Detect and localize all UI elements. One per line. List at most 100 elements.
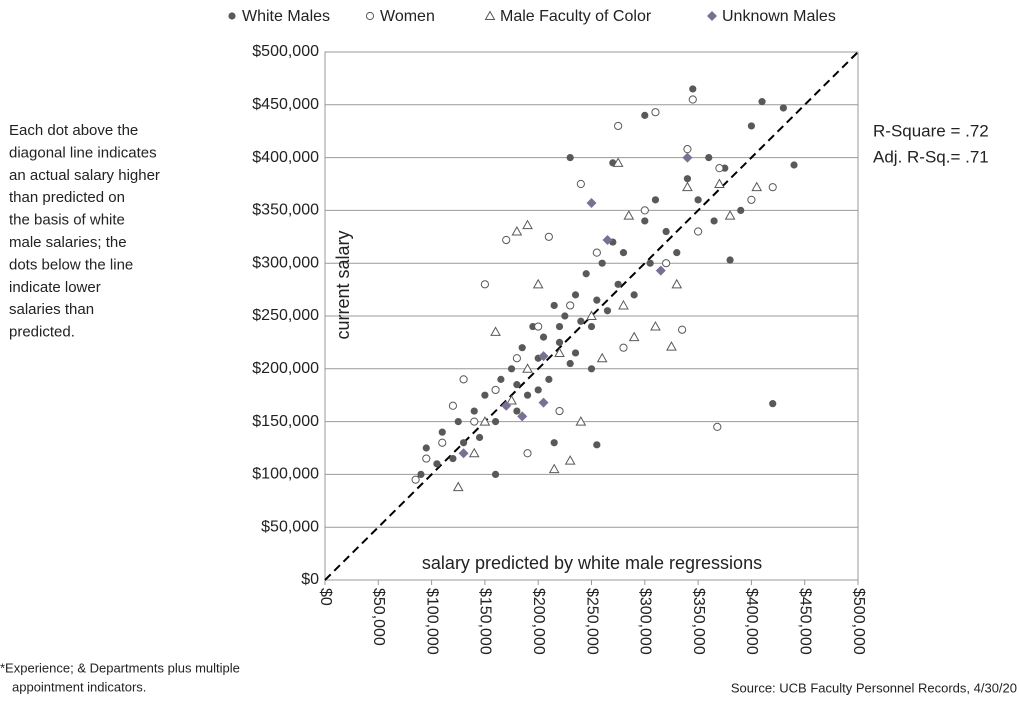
- point: [713, 422, 722, 431]
- y-tick-label: $50,000: [261, 518, 319, 535]
- plot-border: [324, 51, 859, 581]
- point: [678, 325, 687, 334]
- point: [751, 181, 763, 192]
- point: [555, 338, 564, 346]
- point: [662, 227, 670, 236]
- point: [411, 475, 420, 484]
- x-tick-label: $200,000: [530, 588, 547, 655]
- x-tick-label: $0: [317, 588, 334, 606]
- point: [666, 341, 677, 351]
- x-tick-label: $50,000: [370, 588, 387, 646]
- y-axis-label: current salary: [333, 230, 353, 339]
- point: [517, 411, 528, 422]
- footnote: appointment indicators.: [12, 679, 146, 694]
- source: Source: UCB Faculty Personnel Records, 4…: [731, 680, 1017, 695]
- point: [491, 418, 500, 426]
- x-label-bg: [380, 552, 805, 574]
- point: [724, 210, 736, 220]
- point: [603, 307, 612, 315]
- point: [737, 206, 745, 214]
- point: [448, 401, 458, 410]
- legend-label: Women: [380, 8, 435, 25]
- point: [619, 249, 628, 257]
- legend-marker: [228, 12, 236, 20]
- point: [598, 259, 606, 267]
- point: [555, 406, 564, 416]
- point: [768, 183, 777, 192]
- point: [640, 206, 649, 215]
- x-tick-label: $100,000: [423, 588, 440, 655]
- point: [623, 210, 635, 220]
- point: [650, 321, 661, 331]
- point: [534, 322, 543, 331]
- point: [534, 386, 542, 394]
- legend-marker: [484, 10, 496, 20]
- point: [523, 391, 532, 399]
- legend-marker: [707, 11, 717, 21]
- point: [593, 296, 601, 304]
- annotation-left: salaries than: [9, 301, 94, 318]
- point: [458, 448, 469, 459]
- point: [468, 447, 480, 458]
- x-tick-label: $250,000: [583, 588, 600, 655]
- point: [538, 397, 549, 408]
- point: [491, 385, 500, 395]
- legend-item: Unknown Males: [707, 8, 836, 25]
- point: [671, 278, 683, 289]
- x-tick-label: $400,000: [743, 588, 760, 655]
- point: [769, 400, 777, 408]
- point: [449, 454, 457, 463]
- point: [512, 354, 521, 363]
- point: [582, 270, 590, 278]
- point: [566, 359, 574, 368]
- point: [491, 470, 500, 478]
- point: [587, 322, 596, 331]
- point: [475, 433, 484, 442]
- legend-label: White Males: [242, 8, 330, 25]
- point: [539, 333, 548, 341]
- point: [673, 249, 681, 257]
- legend-label: Unknown Males: [722, 8, 836, 25]
- point: [587, 365, 596, 373]
- x-axis-label: salary predicted by white male regressio…: [422, 553, 762, 573]
- y-tick-label: $500,000: [252, 43, 319, 60]
- point: [651, 196, 660, 204]
- y-tick-label: $0: [301, 571, 319, 588]
- point: [422, 454, 431, 463]
- legend-marker: [365, 11, 375, 21]
- point: [710, 217, 718, 225]
- legend-item: Women: [365, 8, 435, 25]
- point: [630, 291, 638, 299]
- point: [694, 196, 702, 204]
- point: [682, 181, 693, 192]
- point: [662, 259, 671, 268]
- point: [550, 439, 558, 447]
- point: [548, 463, 560, 474]
- point: [454, 418, 462, 426]
- point: [614, 121, 623, 131]
- point: [506, 394, 517, 405]
- annotation-right: R-Square = .72: [873, 121, 989, 140]
- point: [612, 157, 624, 167]
- point: [571, 349, 580, 357]
- annotation-left: an actual salary higher: [9, 167, 160, 184]
- point: [522, 363, 533, 373]
- point: [618, 299, 629, 310]
- point: [513, 381, 521, 389]
- point: [538, 351, 549, 362]
- point: [694, 227, 703, 236]
- point: [758, 98, 766, 106]
- legend-item: Male Faculty of Color: [484, 8, 652, 25]
- point: [459, 375, 468, 384]
- point: [566, 301, 575, 310]
- point: [593, 441, 601, 449]
- y-tick-label: $450,000: [252, 96, 319, 113]
- point: [555, 322, 564, 331]
- point: [470, 407, 478, 415]
- point: [641, 217, 649, 225]
- point: [554, 347, 565, 357]
- annotation-left: indicate lower: [9, 279, 101, 296]
- legend-item: White Males: [228, 8, 330, 25]
- legend-label: Male Faculty of Color: [500, 8, 652, 25]
- annotation-left: Each dot above the: [9, 122, 138, 139]
